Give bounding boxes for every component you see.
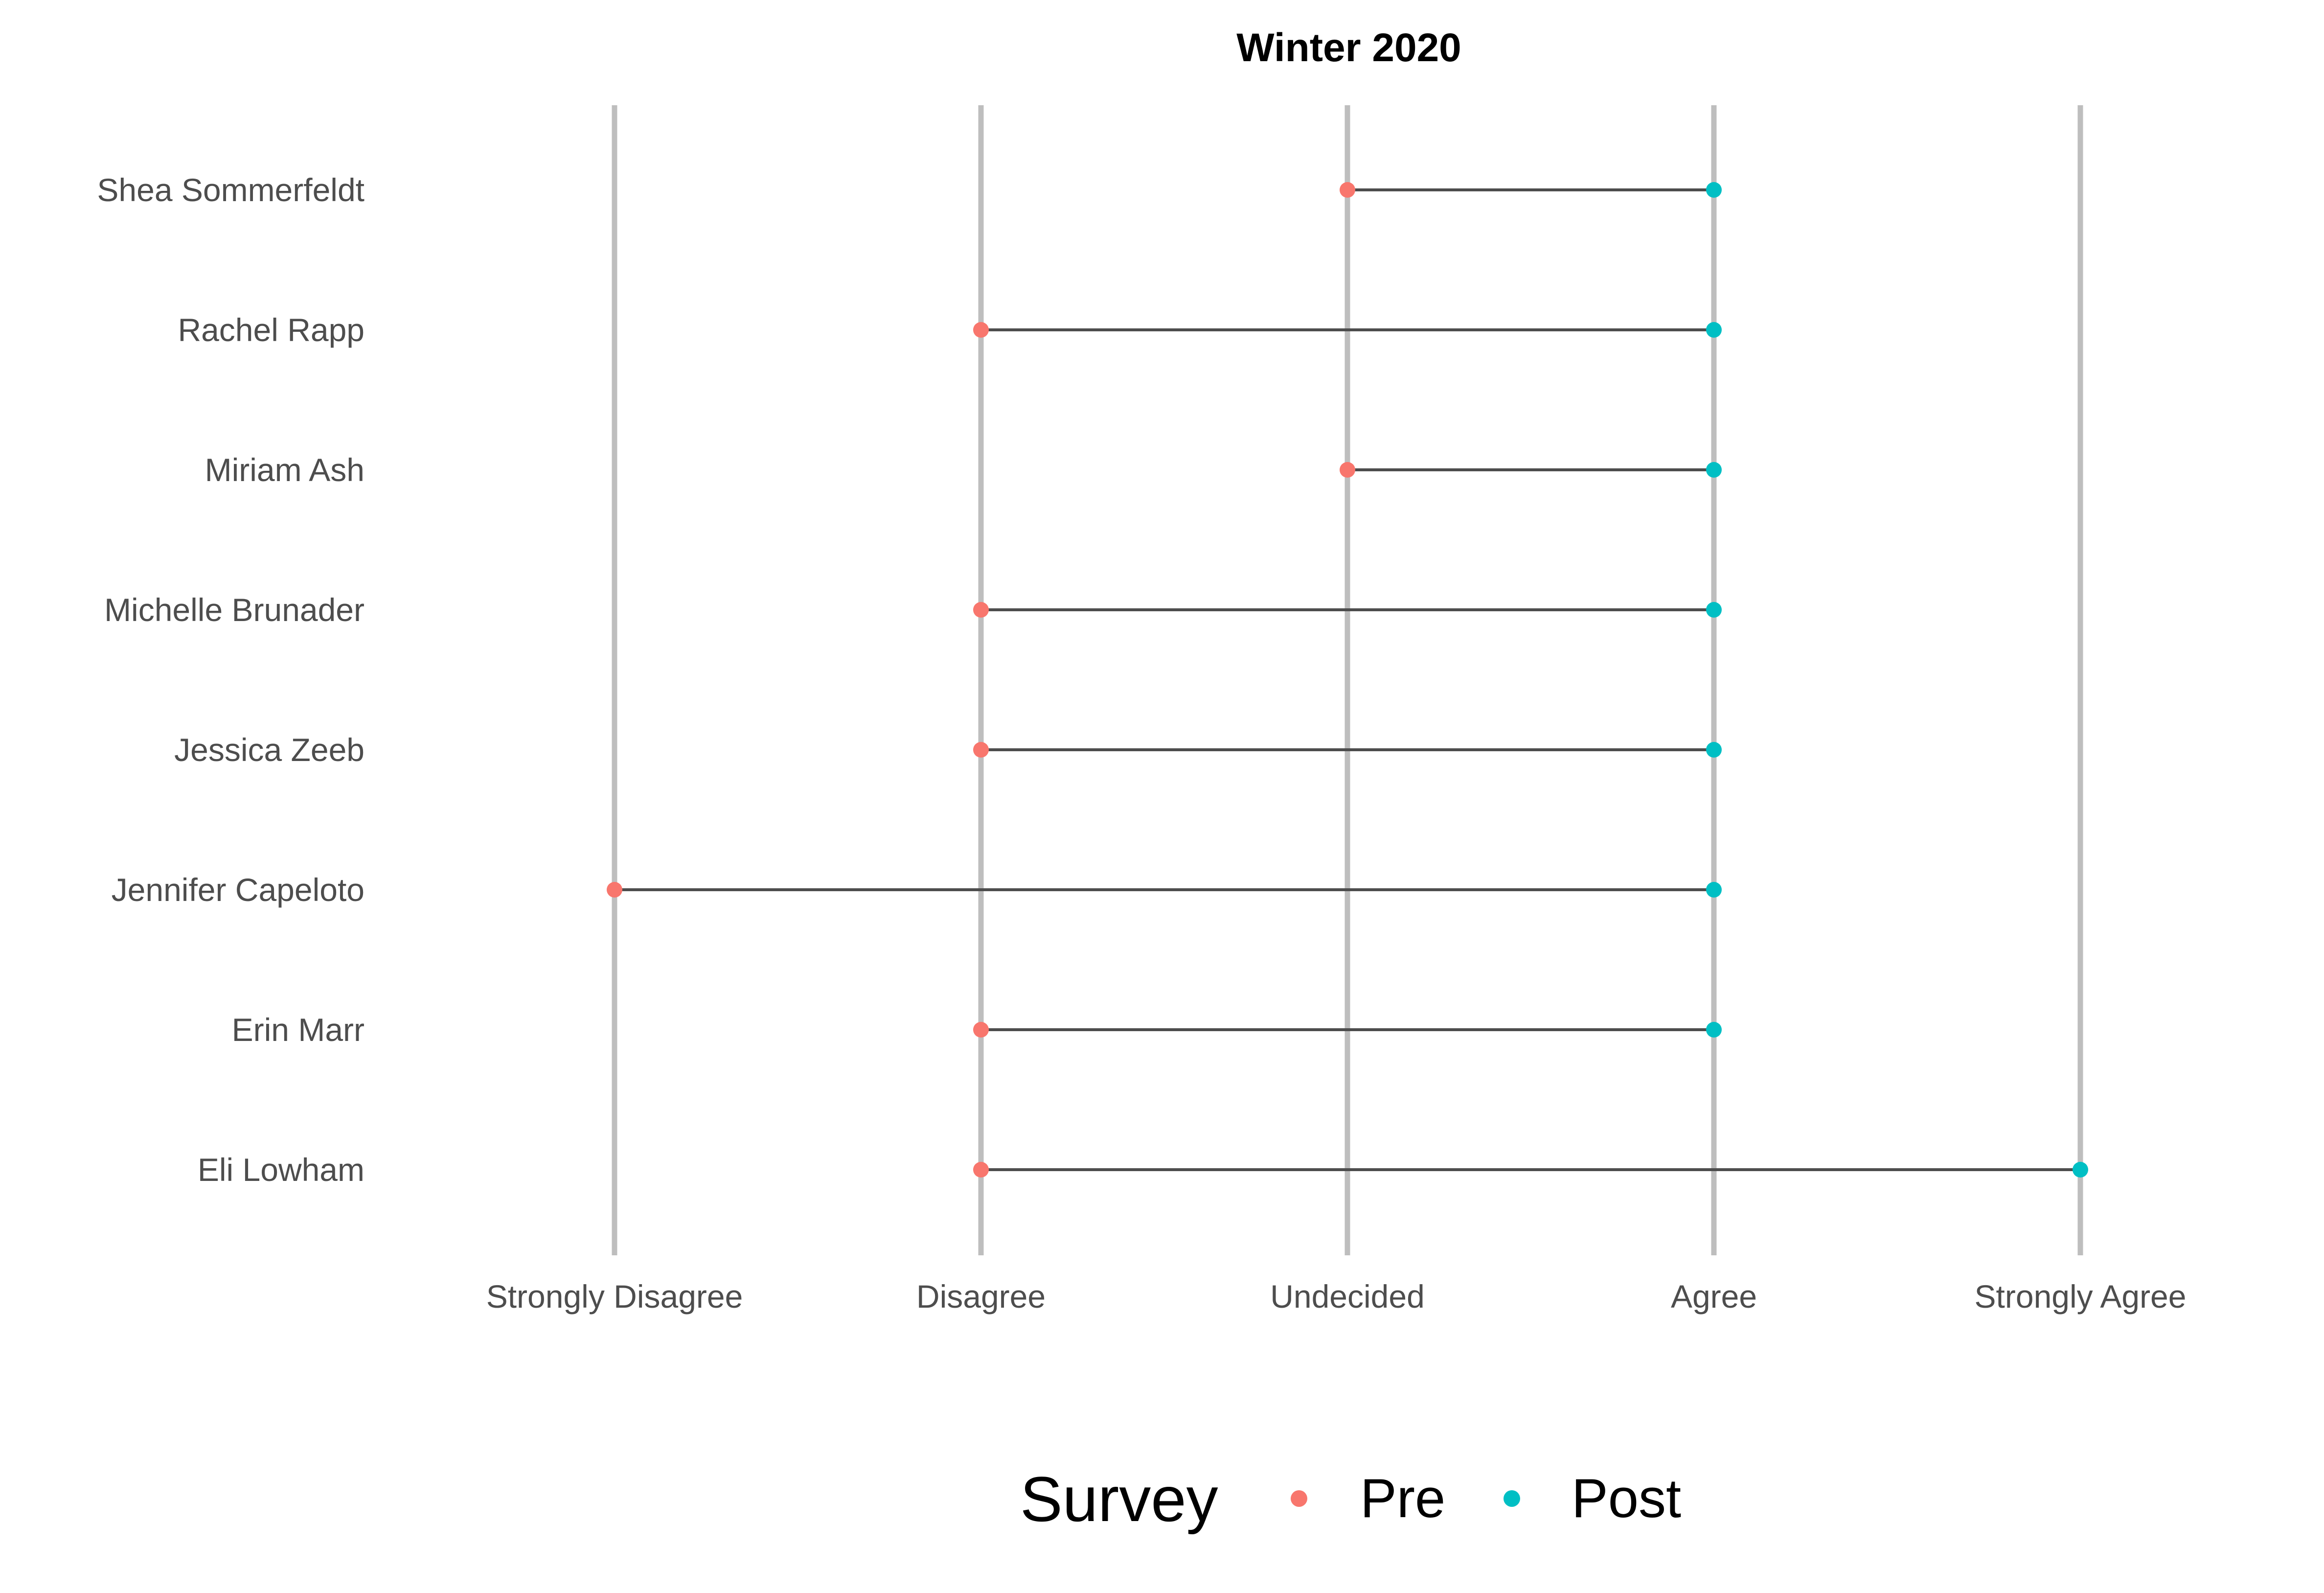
- point-pre-rachel-rapp: [973, 322, 989, 338]
- point-post-shea-sommerfeldt: [1706, 182, 1722, 198]
- y-tick-label-jessica-zeeb: Jessica Zeeb: [174, 732, 365, 768]
- x-tick-label-strongly-disagree: Strongly Disagree: [486, 1278, 743, 1315]
- point-pre-jessica-zeeb: [973, 742, 989, 758]
- legend-title: Survey: [1020, 1463, 1218, 1535]
- legend-items: Pre Post: [1291, 1468, 1681, 1529]
- point-pre-erin-marr: [973, 1022, 989, 1038]
- point-pre-eli-lowham: [973, 1162, 989, 1177]
- point-pre-jennifer-capeloto: [607, 882, 622, 898]
- point-post-eli-lowham: [2073, 1162, 2088, 1177]
- legend-label-pre: Pre: [1360, 1468, 1445, 1529]
- point-post-jessica-zeeb: [1706, 742, 1722, 758]
- point-post-miriam-ash: [1706, 462, 1722, 478]
- segment-layer: [615, 188, 2080, 1171]
- point-post-jennifer-capeloto: [1706, 882, 1722, 898]
- y-tick-label-eli-lowham: Eli Lowham: [198, 1152, 365, 1188]
- x-tick-label-undecided: Undecided: [1270, 1278, 1425, 1315]
- chart-title: Winter 2020: [1236, 25, 1461, 70]
- grid-layer: [612, 105, 2083, 1255]
- point-pre-michelle-brunader: [973, 602, 989, 618]
- point-post-erin-marr: [1706, 1022, 1722, 1038]
- legend: Survey Pre Post: [1020, 1463, 1681, 1535]
- point-pre-miriam-ash: [1340, 462, 1355, 478]
- x-axis-labels: Strongly Disagree Disagree Undecided Agree S…: [486, 1278, 2187, 1315]
- legend-key-post: [1504, 1490, 1520, 1507]
- point-layer: [607, 182, 2088, 1177]
- point-post-rachel-rapp: [1706, 322, 1722, 338]
- x-tick-label-strongly-agree: Strongly Agree: [1975, 1278, 2187, 1315]
- legend-label-post: Post: [1572, 1468, 1681, 1529]
- y-tick-label-rachel-rapp: Rachel Rapp: [178, 312, 365, 348]
- x-tick-label-disagree: Disagree: [916, 1278, 1046, 1315]
- y-tick-label-michelle-brunader: Michelle Brunader: [104, 592, 365, 628]
- y-tick-label-miriam-ash: Miriam Ash: [205, 452, 365, 488]
- y-tick-label-shea-sommerfeldt: Shea Sommerfeldt: [97, 172, 365, 208]
- y-tick-label-jennifer-capeloto: Jennifer Capeloto: [112, 872, 365, 908]
- point-post-michelle-brunader: [1706, 602, 1722, 618]
- x-tick-label-agree: Agree: [1671, 1278, 1757, 1315]
- legend-key-pre: [1291, 1490, 1307, 1507]
- y-axis-labels: Shea Sommerfeldt Rachel Rapp Miriam Ash Mic…: [97, 172, 365, 1188]
- point-pre-shea-sommerfeldt: [1340, 182, 1355, 198]
- y-tick-label-erin-marr: Erin Marr: [232, 1012, 365, 1048]
